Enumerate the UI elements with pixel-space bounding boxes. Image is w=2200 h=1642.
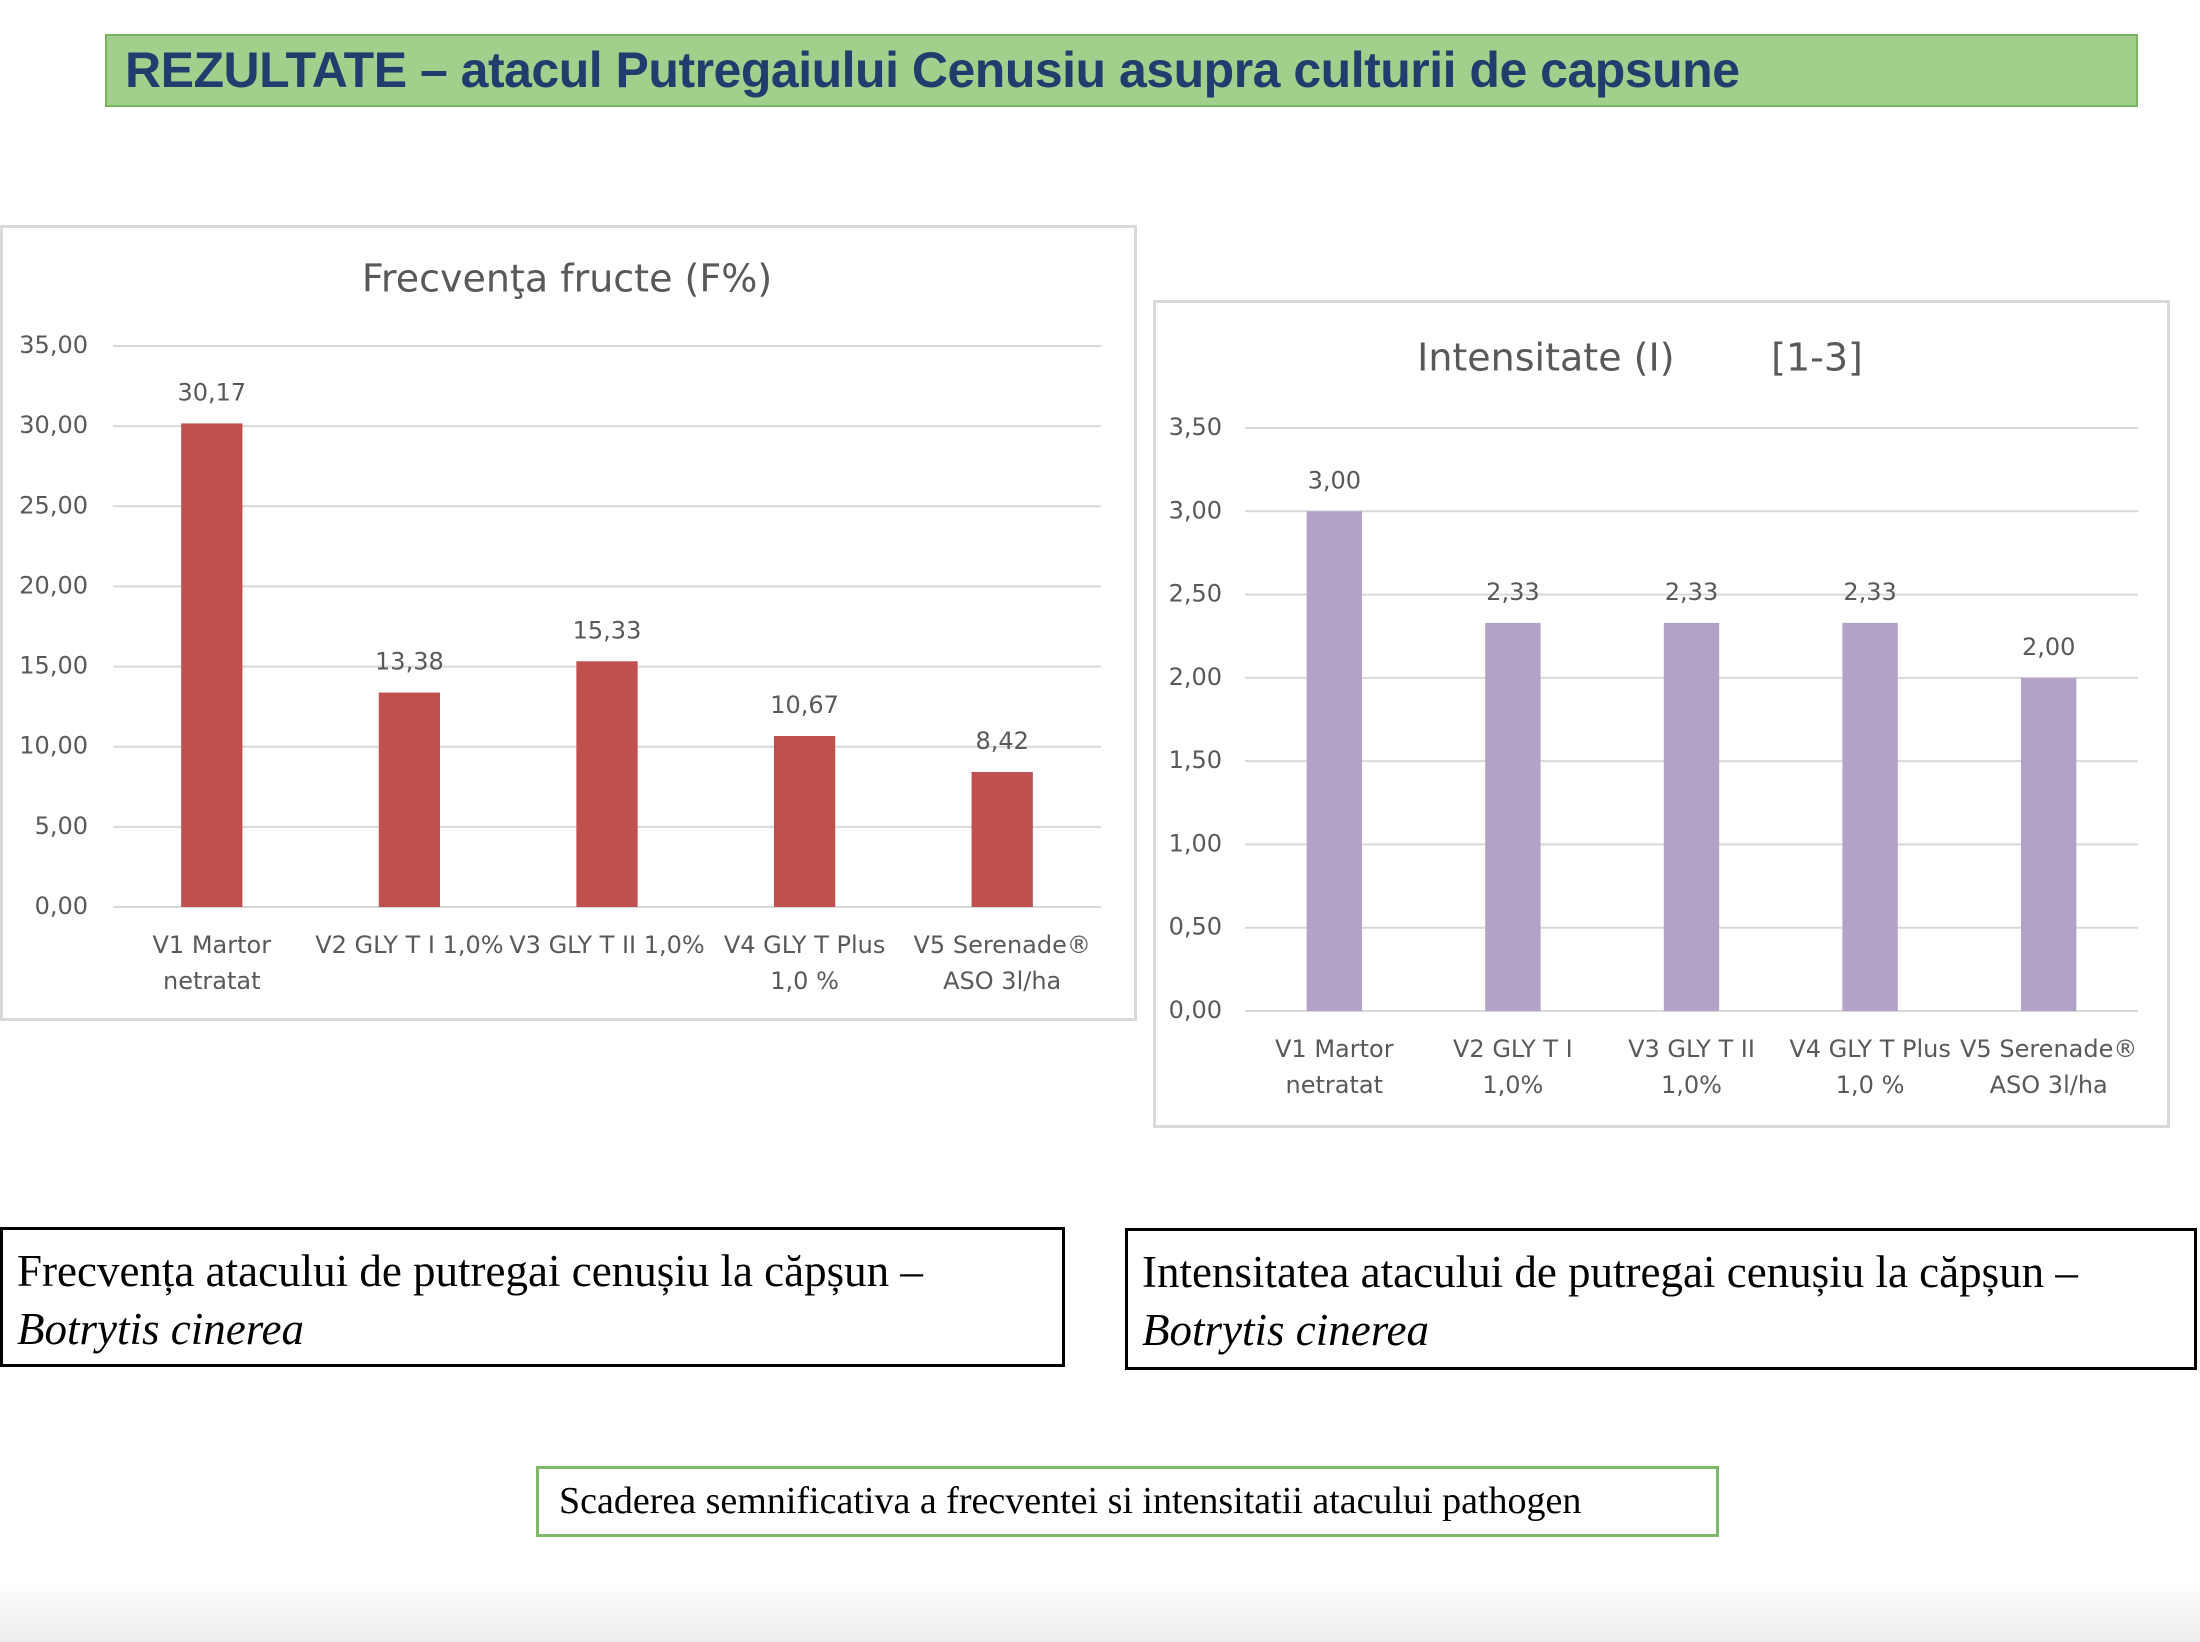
caption-text: Intensitatea atacului de putregai cenuși… [1142,1247,2078,1297]
x-tick-label: V1 Martor netratat [152,931,272,995]
bar [1663,622,1720,1011]
conclusion: Scaderea semnificativa a frecventei si i… [536,1466,1719,1537]
x-tick-label: V1 Martor netratat [1275,1035,1394,1099]
caption: Frecvența atacului de putregai cenușiu l… [0,1227,1065,1367]
y-tick-label: 3,50 [1169,413,1222,441]
caption-species: Botrytis cinerea [17,1304,305,1354]
y-tick-label: 0,00 [1169,996,1222,1024]
value-label: 30,17 [177,378,246,406]
x-tick-label: V5 Serenade® ASO 3l/ha [1960,1035,2138,1099]
bar [181,423,243,907]
y-tick-label: 1,50 [1169,746,1222,774]
y-tick-label: 35,00 [19,331,88,359]
y-tick-label: 25,00 [19,491,88,519]
value-label: 8,42 [975,727,1028,755]
x-tick-label: V2 GLY T I 1,0% [1453,1035,1573,1099]
x-tick-label: V2 GLY T I 1,0% [315,931,504,959]
x-tick-label: V3 GLY T II 1,0% [1628,1035,1755,1099]
bar [773,735,836,907]
caption-species: Botrytis cinerea [1142,1305,1430,1355]
bar [378,692,441,907]
chart-title: Intensitate (I) [1-3] [1417,336,1863,380]
bar [1485,622,1541,1011]
value-label: 15,33 [573,616,642,644]
value-label: 3,00 [1308,466,1361,494]
value-label: 2,00 [2022,633,2075,661]
y-tick-label: 1,00 [1169,829,1222,857]
title-box: REZULTATE – atacul Putregaiului Cenusiu … [105,34,2138,107]
chart-title: Frecvenţa fructe (F%) [362,257,772,301]
bar [2021,677,2077,1011]
y-tick-label: 5,00 [35,812,88,840]
y-tick-label: 0,50 [1169,913,1222,941]
y-tick-label: 2,00 [1169,663,1222,691]
value-label: 2,33 [1843,578,1896,606]
value-label: 2,33 [1486,578,1539,606]
y-tick-label: 10,00 [19,732,88,760]
y-tick-label: 30,00 [19,411,88,439]
value-label: 13,38 [375,648,444,676]
y-tick-label: 20,00 [19,571,88,599]
caption-text: Frecvența atacului de putregai cenușiu l… [17,1246,923,1296]
bar [1306,511,1362,1011]
value-label: 10,67 [770,691,839,719]
bar [1842,622,1898,1011]
x-tick-label: V4 GLY T Plus 1,0 % [1789,1035,1951,1099]
x-tick-label: V5 Serenade® ASO 3l/ha [913,931,1091,995]
bar [576,661,638,907]
slide-title: REZULTATE – atacul Putregaiului Cenusiu … [125,42,1740,98]
y-tick-label: 3,00 [1169,496,1222,524]
x-tick-label: V4 GLY T Plus 1,0 % [723,931,886,995]
y-tick-label: 2,50 [1169,580,1222,608]
y-tick-label: 15,00 [19,652,88,680]
y-tick-label: 0,00 [35,892,88,920]
caption: Intensitatea atacului de putregai cenuși… [1125,1228,2197,1370]
bar [971,772,1033,907]
value-label: 2,33 [1665,578,1718,606]
x-tick-label: V3 GLY T II 1,0% [509,931,705,959]
